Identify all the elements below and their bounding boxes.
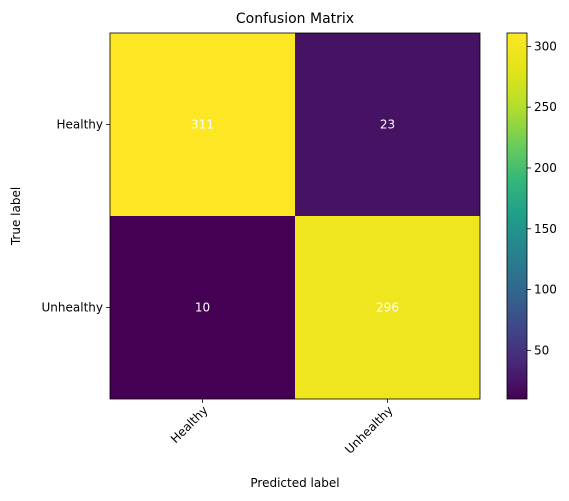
- colorbar-tick-label-200: 200: [534, 161, 557, 175]
- y-tick-label-healthy: Healthy: [56, 118, 103, 132]
- x-tick-label-unhealthy: Unhealthy: [342, 403, 395, 456]
- heatmap-cells: [110, 33, 480, 399]
- cell-value-unhealthy-healthy: 10: [195, 301, 210, 315]
- colorbar-tick-label-100: 100: [534, 283, 557, 297]
- cell-value-unhealthy-unhealthy: 296: [376, 301, 399, 315]
- y-axis: Healthy Unhealthy: [42, 118, 110, 315]
- colorbar-tick-label-300: 300: [534, 39, 557, 53]
- y-axis-label: True label: [9, 187, 23, 246]
- colorbar-tick-label-250: 250: [534, 100, 557, 114]
- x-tick-label-healthy: Healthy: [168, 403, 211, 446]
- y-tick-label-unhealthy: Unhealthy: [42, 301, 103, 315]
- colorbar-ticks: 50 100 150 200 250 300: [527, 39, 557, 357]
- cell-value-healthy-unhealthy: 23: [380, 118, 395, 132]
- cell-value-healthy-healthy: 311: [191, 118, 214, 132]
- x-axis-label: Predicted label: [250, 476, 339, 490]
- chart-title: Confusion Matrix: [236, 11, 354, 27]
- colorbar-tick-label-150: 150: [534, 222, 557, 236]
- colorbar-tick-label-50: 50: [534, 343, 549, 357]
- x-axis: Healthy Unhealthy: [168, 399, 396, 457]
- colorbar: [507, 33, 527, 399]
